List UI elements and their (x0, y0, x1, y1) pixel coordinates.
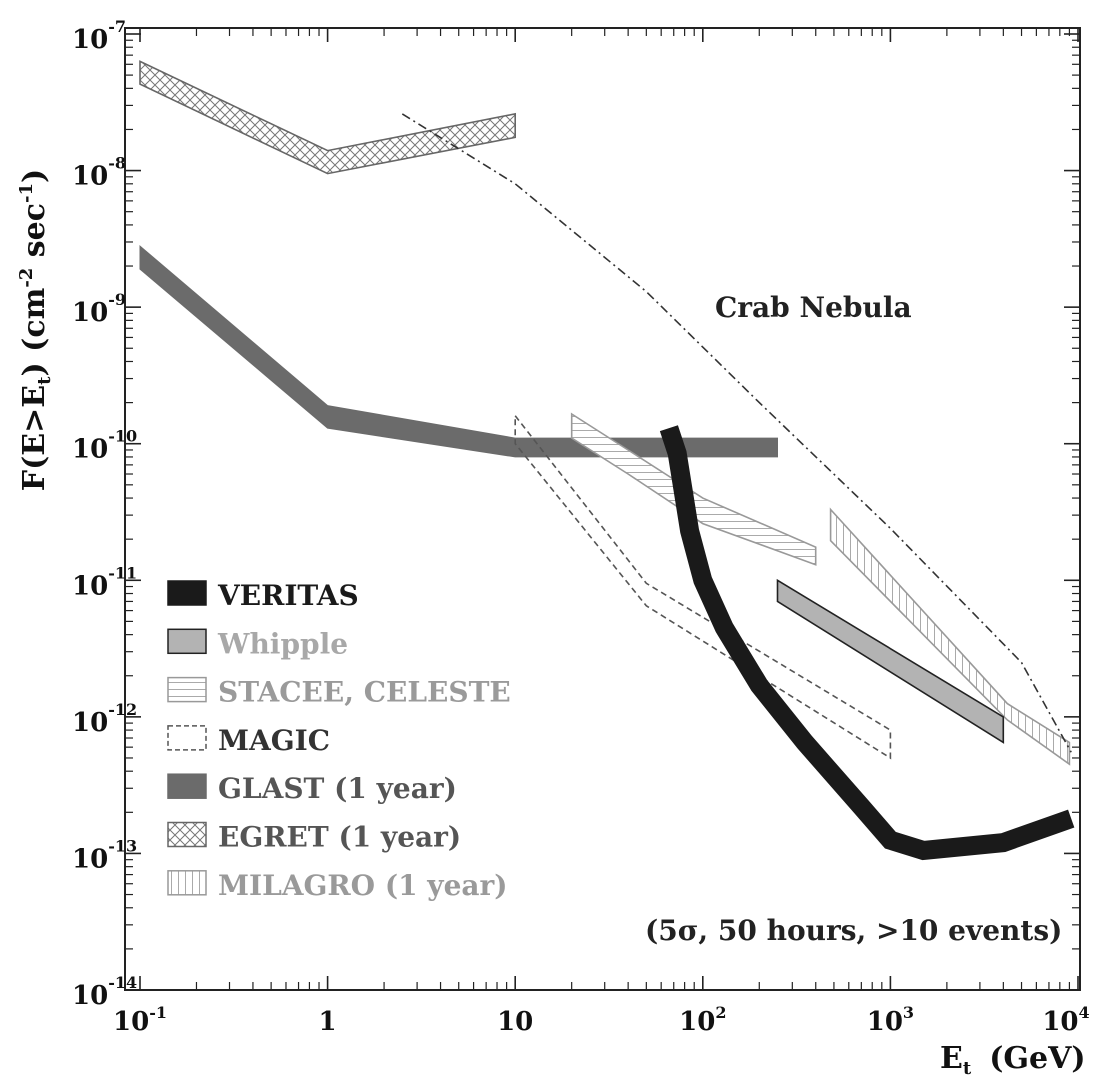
series-egret (139, 60, 516, 175)
axes-frame (124, 27, 1081, 991)
legend-label-milagro: MILAGRO (1 year) (218, 869, 508, 902)
legend-swatch-egret (167, 821, 207, 848)
y-tick-labels: 10-7 10-8 10-9 10-10 10-11 10-12 10-13 10-14 (72, 17, 137, 1011)
y-tick-label: 10-7 (72, 17, 126, 55)
legend-label-veritas: VERITAS (217, 579, 359, 612)
legend-swatch-milagro (167, 870, 207, 896)
y-tick-label: 10-11 (72, 563, 137, 601)
crab-curve-layer (401, 113, 1072, 753)
legend-item-stacee-celeste: STACEE, CELESTE (167, 676, 511, 709)
y-tick-label: 10-14 (72, 973, 137, 1011)
major-ticks (125, 28, 1080, 991)
x-axis-title: Et (GeV) (940, 1041, 1086, 1079)
y-tick-label: 10-12 (72, 700, 137, 738)
series-glast (139, 245, 778, 458)
legend-label-magic: MAGIC (218, 724, 330, 757)
legend-item-veritas: VERITAS (167, 579, 359, 612)
legend-swatch-magic (167, 725, 207, 751)
minor-ticks (125, 28, 1080, 990)
y-tick-label: 10-13 (72, 836, 137, 874)
series-milagro (829, 507, 1071, 766)
y-tick-label: 10-10 (72, 427, 137, 465)
x-tick-label: 102 (679, 1003, 726, 1037)
series-stacee-celeste (570, 412, 817, 566)
legend-item-milagro: MILAGRO (1 year) (167, 869, 508, 902)
x-tick-label: 1 (319, 1007, 337, 1037)
series-magic (514, 413, 892, 760)
y-axis-title: F(E>Et) (cm-2 sec-1) (16, 169, 55, 491)
x-tick-label: 103 (867, 1003, 914, 1037)
x-tick-label: 10 (497, 1007, 533, 1037)
series-layer (139, 60, 1075, 861)
legend-item-whipple: Whipple (167, 627, 348, 660)
y-tick-label: 10-8 (72, 154, 126, 192)
conditions-annotation: (5σ, 50 hours, >10 events) (645, 914, 1062, 947)
legend-label-stacee-celeste: STACEE, CELESTE (218, 676, 511, 709)
legend-label-whipple: Whipple (217, 627, 348, 660)
crab-nebula-label: Crab Nebula (715, 291, 912, 324)
series-whipple (776, 578, 1005, 744)
legend-swatch-whipple (167, 628, 207, 655)
legend: VERITAS Whipple STACEE, CELESTE MAGIC GLAST … (167, 579, 511, 902)
legend-swatch-veritas (167, 580, 207, 606)
legend-label-glast: GLAST (1 year) (218, 772, 457, 805)
series-veritas (659, 425, 1075, 861)
legend-swatch-glast (167, 773, 207, 799)
legend-item-egret: EGRET (1 year) (167, 821, 461, 854)
x-tick-label: 104 (1042, 1003, 1089, 1037)
legend-swatch-stacee-celeste (167, 676, 207, 703)
y-tick-label: 10-9 (72, 290, 126, 328)
x-tick-labels: 10-1 1 10 102 103 104 (113, 1003, 1090, 1037)
crab-nebula-curve (401, 113, 1072, 753)
legend-item-glast: GLAST (1 year) (167, 772, 457, 805)
x-tick-label: 10-1 (113, 1003, 167, 1037)
legend-item-magic: MAGIC (167, 724, 330, 757)
legend-label-egret: EGRET (1 year) (218, 821, 461, 854)
